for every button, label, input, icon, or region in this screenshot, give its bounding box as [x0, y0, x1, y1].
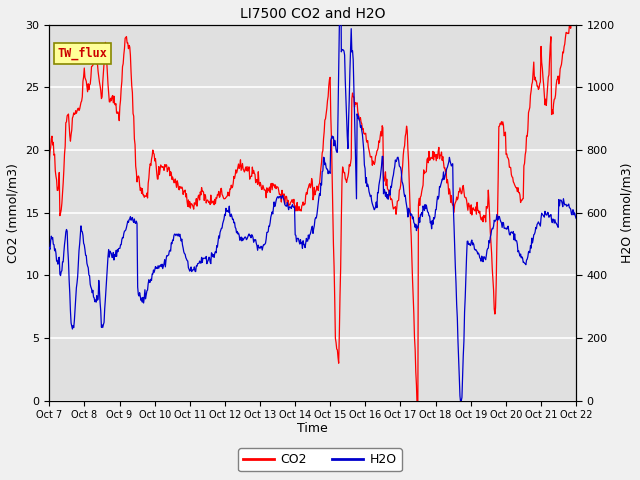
Text: TW_flux: TW_flux [57, 47, 107, 60]
X-axis label: Time: Time [297, 421, 328, 435]
Y-axis label: H2O (mmol/m3): H2O (mmol/m3) [620, 162, 633, 263]
Legend: CO2, H2O: CO2, H2O [238, 448, 402, 471]
Y-axis label: CO2 (mmol/m3): CO2 (mmol/m3) [7, 163, 20, 263]
Title: LI7500 CO2 and H2O: LI7500 CO2 and H2O [240, 7, 385, 21]
